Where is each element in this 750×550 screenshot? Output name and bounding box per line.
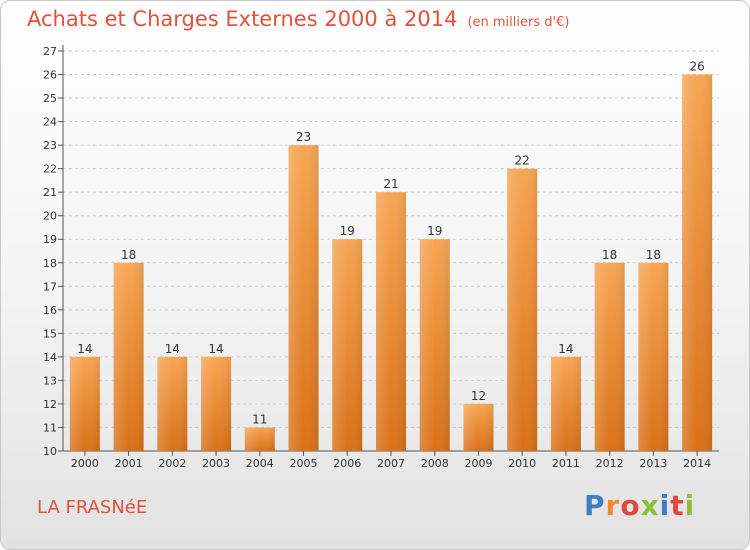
bar-value-label: 18 [602,248,617,262]
y-tick-label: 27 [43,45,57,58]
logo-letter: i [684,489,696,522]
bar-shade [682,74,713,451]
bars [69,74,713,452]
x-tick-label: 2013 [639,457,667,470]
x-tick-label: 2011 [552,457,580,470]
y-tick-label: 14 [43,351,57,364]
y-tick-label: 11 [43,421,57,434]
y-tick-label: 10 [43,445,57,458]
logo-letter: r [605,489,621,522]
bar-value-label: 21 [383,177,398,191]
bar-shade [376,192,406,452]
bar-value-label: 23 [296,130,311,144]
x-tick-label: 2006 [333,457,361,470]
bar-shade [419,239,450,451]
x-tick-label: 2002 [158,457,186,470]
bar-value-label: 19 [340,224,355,238]
bar-shade [288,145,319,451]
x-tick-label: 2008 [421,457,449,470]
bar-value-label: 18 [646,248,661,262]
bar-shade [507,168,538,451]
y-tick-label: 22 [43,163,57,176]
chart-subtitle: (en milliers d'€) [467,15,570,30]
logo-letter: P [584,489,606,522]
x-tick-label: 2001 [115,457,143,470]
bar-shade [113,262,144,451]
x-tick-label: 2005 [290,457,318,470]
x-tick-label: 2009 [464,457,492,470]
y-tick-label: 23 [43,139,57,152]
bar-value-label: 14 [208,342,223,356]
bar-shade [332,239,363,451]
y-tick-label: 16 [43,304,57,317]
bar-value-label: 26 [689,60,704,74]
bar-value-labels: 14 18 14 14 11 23 19 21 19 12 22 14 18 18 26 [77,60,705,427]
bar-shade [201,356,232,451]
logo-letter: x [640,489,660,522]
logo-letter: i [659,489,671,522]
x-tick-labels: 2000 2001 2002 2003 2004 2005 2006 2007 2008 2009… [71,451,711,470]
y-tick-label: 15 [43,327,57,340]
town-name: LA FRASNéE [37,497,148,518]
chart-title: Achats et Charges Externes 2000 à 2014 [27,7,458,31]
y-tick-label: 21 [43,186,57,199]
bar-value-label: 12 [471,389,486,403]
y-tick-label: 12 [43,398,57,411]
bar-value-label: 19 [427,224,442,238]
chart-title-block: Achats et Charges Externes 2000 à 2014 (e… [27,7,569,31]
y-tick-label: 19 [43,233,57,246]
bar-shade [594,262,625,451]
bar-shade [550,356,581,451]
y-tick-labels: 10 11 12 13 14 15 16 17 18 19 20 21 22 23 24 25 26 27 [43,45,57,458]
bar-shade [638,262,669,451]
proxiti-logo[interactable]: Proxiti [584,489,695,522]
x-tick-label: 2010 [508,457,536,470]
bar-shade [463,403,494,451]
x-tick-label: 2004 [246,457,274,470]
y-tick-label: 17 [43,280,57,293]
logo-letter: t [670,489,685,522]
bar-value-label: 14 [165,342,180,356]
bar-shade [157,356,188,451]
x-tick-label: 2003 [202,457,230,470]
logo-letter: o [620,489,641,522]
y-tick-label: 26 [43,69,57,82]
y-tick-label: 24 [43,116,57,129]
bar-shade [244,427,275,451]
y-tick-label: 18 [43,257,57,270]
y-tick-label: 20 [43,210,57,223]
x-tick-label: 2007 [377,457,405,470]
y-tick-label: 13 [43,374,57,387]
bar-value-label: 14 [77,342,92,356]
bar-value-label: 18 [121,248,136,262]
x-tick-label: 2014 [683,457,711,470]
x-tick-label: 2012 [596,457,624,470]
x-tick-label: 2000 [71,457,99,470]
bar-value-label: 11 [252,412,267,426]
y-tick-label: 25 [43,92,57,105]
bar-value-label: 22 [515,154,530,168]
bar-value-label: 14 [558,342,573,356]
bar-shade [69,356,100,451]
